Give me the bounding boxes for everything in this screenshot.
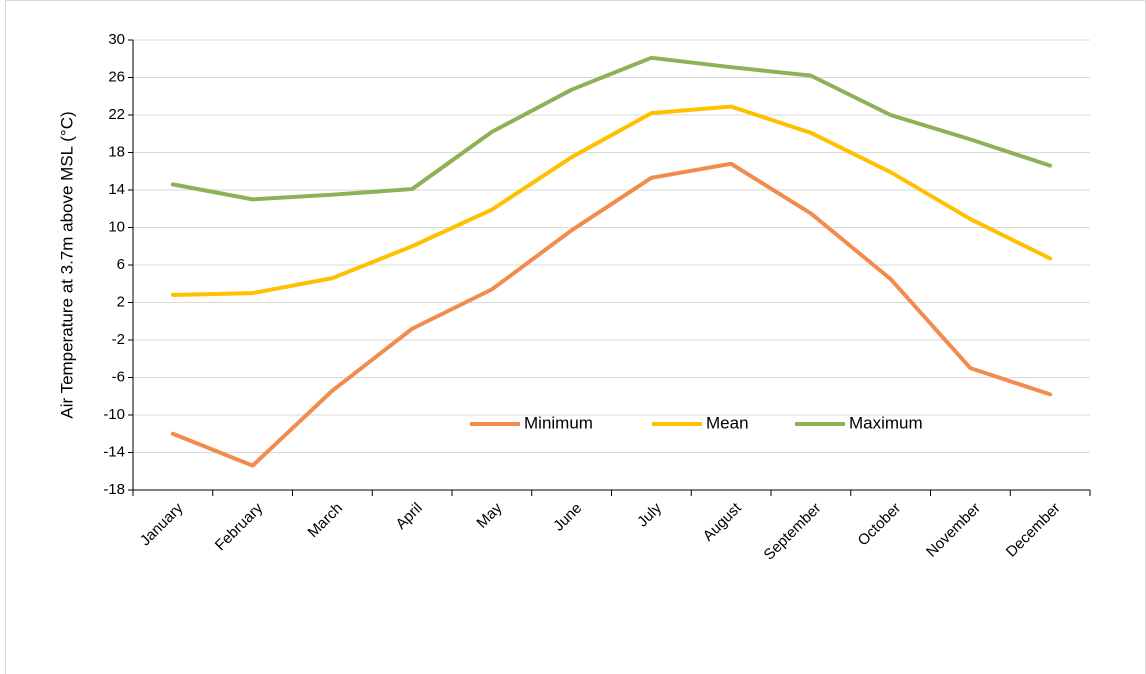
y-tick-label: -2 (112, 331, 125, 348)
y-tick-label: -14 (103, 443, 125, 460)
legend-label: Mean (706, 413, 749, 432)
y-tick-label: -18 (103, 481, 125, 498)
y-tick-label: 6 (117, 256, 125, 273)
y-tick-label: 18 (108, 143, 125, 160)
x-tick-label: January (137, 499, 187, 549)
y-tick-label: 10 (108, 218, 125, 235)
y-tick-label: 14 (108, 181, 125, 198)
x-tick-label: July (634, 499, 665, 530)
line-series (170, 104, 1053, 297)
line-series (170, 55, 1053, 202)
y-tick-label: -10 (103, 406, 125, 423)
x-tick-label: March (305, 500, 346, 541)
x-tick-label: June (550, 500, 585, 535)
x-tick-label: August (700, 499, 746, 545)
legend-label: Minimum (524, 413, 593, 432)
x-tick-label: February (212, 499, 267, 554)
y-tick-label: -6 (112, 368, 125, 385)
x-tick-label: April (393, 500, 426, 533)
x-tick-label: October (855, 500, 905, 550)
y-tick-label: 30 (108, 31, 125, 48)
legend-label: Maximum (849, 413, 923, 432)
y-tick-label: 2 (117, 293, 125, 310)
x-tick-label: September (761, 500, 825, 564)
x-tick-label: November (923, 500, 984, 561)
x-tick-label: December (1003, 500, 1064, 561)
y-axis-label: Air Temperature at 3.7m above MSL (°C) (57, 111, 76, 418)
y-tick-label: 26 (108, 68, 125, 85)
y-tick-label: 22 (108, 106, 125, 123)
chart-border (5, 0, 1146, 674)
x-tick-label: May (473, 499, 505, 531)
line-series (170, 161, 1053, 468)
